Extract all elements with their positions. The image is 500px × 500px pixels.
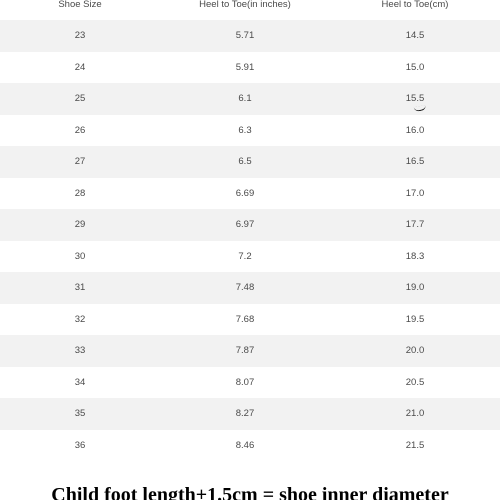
cell-shoe-size: 33: [74, 345, 86, 357]
cell-cm: 20.5: [405, 376, 425, 388]
size-chart-table: Shoe Size Heel to Toe(in inches) Heel to…: [0, 0, 500, 462]
table-row: 23 5.71 14.5: [0, 20, 500, 52]
table-row: 36 8.46 21.5: [0, 430, 500, 462]
cell-cm: 19.5: [405, 313, 425, 325]
cell-inches: 6.3: [238, 124, 252, 136]
cell-cm: 17.0: [405, 187, 425, 199]
table-row: 28 6.69 17.0: [0, 178, 500, 210]
cell-inches: 6.1: [238, 93, 252, 105]
cell-inches: 6.69: [235, 187, 255, 199]
cell-cm: 14.5: [405, 30, 425, 42]
cell-inches: 7.68: [235, 313, 255, 325]
cell-cm: 16.0: [405, 124, 425, 136]
table-row: 29 6.97 17.7: [0, 209, 500, 241]
cell-cm: 20.0: [405, 345, 425, 357]
cell-shoe-size: 29: [74, 219, 86, 231]
cell-inches: 5.71: [235, 30, 255, 42]
cell-shoe-size: 23: [74, 30, 86, 42]
cell-shoe-size: 36: [74, 439, 86, 451]
cell-cm: 21.0: [405, 408, 425, 420]
cell-shoe-size: 34: [74, 376, 86, 388]
cell-shoe-size: 30: [74, 250, 86, 262]
cell-inches: 7.2: [238, 250, 252, 262]
cell-inches: 7.87: [235, 345, 255, 357]
cell-shoe-size: 25: [74, 93, 86, 105]
cell-inches: 8.46: [235, 439, 255, 451]
cell-cm: 17.7: [405, 219, 425, 231]
cell-shoe-size: 27: [74, 156, 86, 168]
cell-cm: 18.3: [405, 250, 425, 262]
cell-inches: 5.91: [235, 61, 255, 73]
table-row: 26 6.3 16.0: [0, 115, 500, 147]
cell-inches: 7.48: [235, 282, 255, 294]
cell-cm: 21.5: [405, 439, 425, 451]
cell-shoe-size: 35: [74, 408, 86, 420]
table-row: 31 7.48 19.0: [0, 272, 500, 304]
foot-length-note: Child foot length+1.5cm = shoe inner dia…: [51, 484, 449, 500]
cell-inches: 8.27: [235, 408, 255, 420]
cell-shoe-size: 26: [74, 124, 86, 136]
header-heel-to-toe-inches: Heel to Toe(in inches): [199, 0, 291, 10]
cell-inches: 6.5: [238, 156, 252, 168]
table-row: 25 6.1 15.5: [0, 83, 500, 115]
table-row: 27 6.5 16.5: [0, 146, 500, 178]
table-row: 33 7.87 20.0: [0, 335, 500, 367]
table-row: 32 7.68 19.5: [0, 304, 500, 336]
table-header-row: Shoe Size Heel to Toe(in inches) Heel to…: [0, 0, 500, 20]
cell-shoe-size: 32: [74, 313, 86, 325]
cell-cm: 15.5: [405, 93, 425, 105]
header-shoe-size: Shoe Size: [58, 0, 102, 10]
cell-cm: 15.0: [405, 61, 425, 73]
cell-inches: 6.97: [235, 219, 255, 231]
table-row: 34 8.07 20.5: [0, 367, 500, 399]
table-row: 30 7.2 18.3: [0, 241, 500, 273]
header-heel-to-toe-cm: Heel to Toe(cm): [381, 0, 449, 10]
cell-shoe-size: 24: [74, 61, 86, 73]
table-row: 24 5.91 15.0: [0, 52, 500, 84]
cell-cm: 16.5: [405, 156, 425, 168]
cell-shoe-size: 28: [74, 187, 86, 199]
table-row: 35 8.27 21.0: [0, 398, 500, 430]
cell-cm: 19.0: [405, 282, 425, 294]
cell-shoe-size: 31: [74, 282, 86, 294]
cell-inches: 8.07: [235, 376, 255, 388]
